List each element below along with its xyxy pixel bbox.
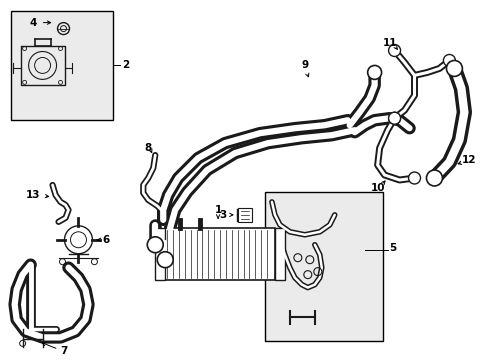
Bar bbox=[274, 228, 285, 280]
Text: 8: 8 bbox=[144, 143, 152, 153]
Circle shape bbox=[388, 45, 400, 57]
Text: 6: 6 bbox=[102, 235, 109, 245]
Circle shape bbox=[388, 112, 400, 124]
Bar bbox=[238, 208, 251, 222]
Text: 2: 2 bbox=[122, 60, 129, 71]
Circle shape bbox=[388, 112, 400, 124]
Circle shape bbox=[443, 54, 454, 67]
Bar bbox=[11, 11, 113, 120]
Text: 10: 10 bbox=[369, 183, 384, 193]
Circle shape bbox=[367, 66, 381, 80]
Text: 13: 13 bbox=[26, 190, 41, 200]
Text: 7: 7 bbox=[60, 346, 67, 356]
Circle shape bbox=[446, 60, 462, 76]
Text: 12: 12 bbox=[461, 155, 476, 165]
Circle shape bbox=[147, 237, 163, 253]
Text: 4: 4 bbox=[30, 18, 37, 28]
Circle shape bbox=[426, 170, 442, 186]
Text: 3: 3 bbox=[219, 210, 226, 220]
Bar bbox=[264, 192, 382, 341]
Text: 9: 9 bbox=[301, 60, 308, 71]
Circle shape bbox=[407, 172, 420, 184]
Text: 5: 5 bbox=[389, 243, 396, 253]
Text: 1: 1 bbox=[214, 205, 221, 215]
Bar bbox=[155, 228, 165, 280]
Text: 11: 11 bbox=[382, 37, 396, 48]
Bar bbox=[165, 228, 274, 280]
Circle shape bbox=[157, 252, 173, 268]
